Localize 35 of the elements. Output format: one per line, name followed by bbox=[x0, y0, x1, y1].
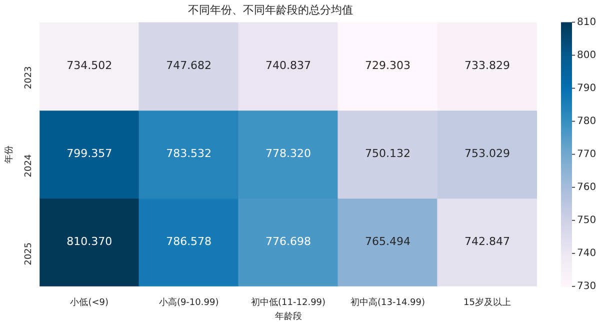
data-label: 783.532 bbox=[166, 147, 212, 160]
color-bar-label: 730 bbox=[577, 280, 596, 292]
color-bar-label: 760 bbox=[577, 182, 596, 193]
data-label: 753.029 bbox=[464, 147, 510, 160]
data-label: 740.837 bbox=[266, 59, 312, 72]
chart-title: 不同年份、不同年龄段的总分均值 bbox=[188, 3, 353, 16]
data-label: 747.682 bbox=[166, 59, 212, 72]
y-axis-title: 年份 bbox=[4, 145, 15, 164]
data-label: 786.578 bbox=[166, 235, 212, 248]
data-label: 799.357 bbox=[66, 147, 112, 160]
data-label: 750.132 bbox=[365, 147, 411, 160]
y-tick-label: 2024 bbox=[24, 154, 34, 178]
color-bar-label: 780 bbox=[577, 116, 596, 127]
y-tick-label: 2025 bbox=[24, 242, 34, 266]
x-tick-label: 15岁及以上 bbox=[464, 297, 511, 308]
x-axis-title: 年龄段 bbox=[274, 310, 302, 322]
x-tick-label: 小低(<9) bbox=[70, 297, 108, 308]
color-bar-label: 770 bbox=[577, 148, 596, 160]
color-bar-label: 750 bbox=[577, 214, 596, 226]
x-tick-label: 小高(9-10.99) bbox=[158, 297, 219, 308]
data-label: 733.829 bbox=[464, 59, 510, 72]
color-bar-label: 810 bbox=[577, 16, 596, 28]
x-tick-label: 初中高(13-14.99) bbox=[350, 297, 426, 308]
data-label: 734.502 bbox=[66, 59, 112, 72]
data-label: 765.494 bbox=[365, 235, 411, 248]
data-label: 776.698 bbox=[266, 235, 312, 248]
color-bar-label: 800 bbox=[577, 50, 596, 61]
color-bar-label: 740 bbox=[577, 248, 596, 259]
y-tick-label: 2023 bbox=[24, 66, 34, 90]
data-label: 742.847 bbox=[464, 235, 510, 248]
data-label: 778.320 bbox=[266, 147, 312, 160]
data-label: 810.370 bbox=[66, 235, 112, 248]
data-label: 729.303 bbox=[365, 59, 411, 72]
color-bar-label: 790 bbox=[577, 82, 596, 94]
x-tick-label: 初中低(11-12.99) bbox=[251, 297, 326, 308]
